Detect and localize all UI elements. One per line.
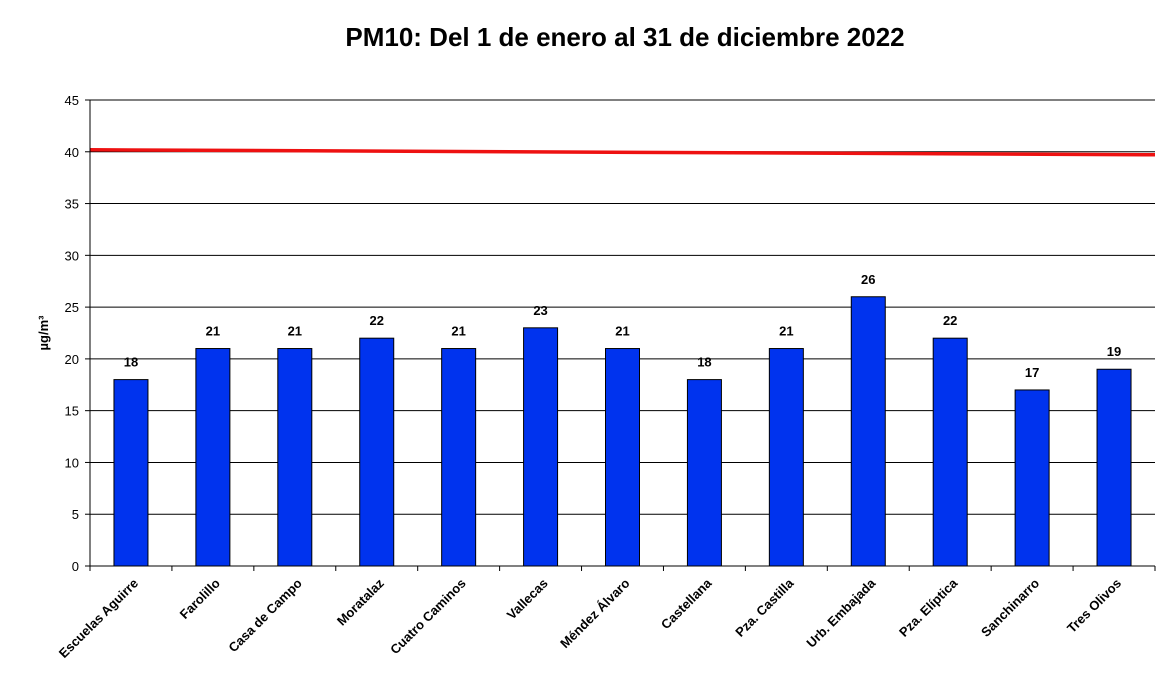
category-label: Sanchinarro <box>978 575 1042 639</box>
category-label: Cuatro Caminos <box>387 576 469 658</box>
y-tick-label: 5 <box>72 507 79 522</box>
bar <box>359 337 395 567</box>
category-label: Méndez Álvaro <box>557 575 633 651</box>
category-label: Pza. Castilla <box>732 575 797 640</box>
data-label: 17 <box>1025 365 1039 380</box>
bar <box>1014 389 1050 567</box>
bar <box>1096 368 1132 567</box>
category-label: Escuelas Aguirre <box>56 576 141 661</box>
data-label: 21 <box>451 324 465 339</box>
bar <box>523 327 559 567</box>
category-label: Tres Olivos <box>1064 576 1124 636</box>
category-label: Pza. Elíptica <box>896 575 961 640</box>
data-label: 18 <box>124 355 138 370</box>
data-label: 22 <box>369 313 383 328</box>
y-tick-label: 45 <box>65 93 79 108</box>
data-label: 21 <box>615 324 629 339</box>
y-tick-label: 35 <box>65 197 79 212</box>
chart-title: PM10: Del 1 de enero al 31 de diciembre … <box>345 22 905 52</box>
data-label: 18 <box>697 355 711 370</box>
axes <box>85 99 1156 571</box>
category-label: Moratalaz <box>334 575 387 628</box>
category-label: Casa de Campo <box>225 575 305 655</box>
bar <box>850 296 886 567</box>
data-label: 21 <box>206 324 220 339</box>
y-tick-label: 30 <box>65 248 79 263</box>
data-label: 19 <box>1107 344 1121 359</box>
y-tick-label: 15 <box>65 404 79 419</box>
y-tick-label: 20 <box>65 352 79 367</box>
data-label: 26 <box>861 272 875 287</box>
y-tick-label: 0 <box>72 559 79 574</box>
bar <box>195 348 231 567</box>
y-tick-label: 25 <box>65 300 79 315</box>
data-label: 23 <box>533 303 547 318</box>
y-tick-label: 10 <box>65 455 79 470</box>
bars <box>113 296 1132 567</box>
category-label: Urb. Embajada <box>803 575 879 651</box>
data-label: 21 <box>779 324 793 339</box>
bar <box>277 348 313 567</box>
bar <box>932 337 968 567</box>
data-label: 21 <box>288 324 302 339</box>
category-label: Vallecas <box>504 576 551 623</box>
bar <box>441 348 477 567</box>
limit-line <box>89 148 1156 157</box>
bar <box>768 348 804 567</box>
category-label: Castellana <box>658 575 715 632</box>
data-label: 22 <box>943 313 957 328</box>
y-axis-label: µg/m³ <box>36 315 51 351</box>
bar <box>113 379 149 567</box>
limit-line-layer <box>89 148 1156 157</box>
y-tick-label: 40 <box>65 145 79 160</box>
bar <box>605 348 640 567</box>
category-label: Farolillo <box>177 575 223 621</box>
bar <box>686 379 722 567</box>
